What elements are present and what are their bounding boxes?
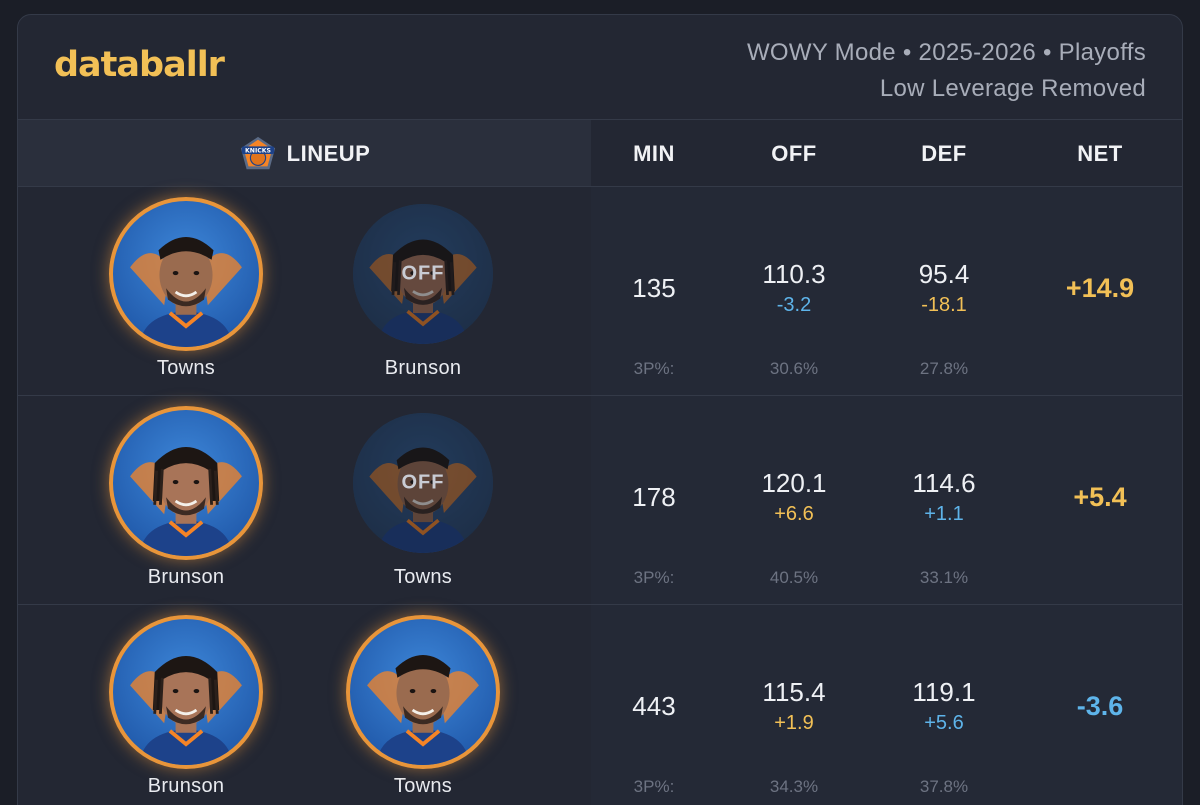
player-player1[interactable]: Towns (101, 197, 271, 380)
off-column-header[interactable]: OFF (771, 141, 817, 166)
player-player2[interactable]: OFF Brunson (338, 197, 508, 380)
knicks-logo-icon: KNICKS (240, 136, 275, 170)
player-avatar: OFF (353, 204, 493, 344)
net-rating-value: -3.6 (1076, 691, 1124, 721)
def-column-header[interactable]: DEF (921, 141, 967, 166)
player-name: Brunson (147, 775, 225, 797)
off-rating-delta: +6.6 (774, 503, 814, 525)
player-portrait-icon (130, 655, 242, 765)
off-badge: OFF (401, 262, 445, 285)
stats-cell (591, 396, 1182, 604)
off-three-pct: 40.5% (769, 568, 819, 587)
min-column-header[interactable]: MIN (633, 141, 675, 166)
player-avatar (109, 615, 263, 769)
player-name: Towns (156, 357, 216, 379)
svg-text:KNICKS: KNICKS (245, 148, 271, 155)
player-player1[interactable]: Brunson (101, 406, 271, 589)
player-player2[interactable]: Towns (338, 615, 508, 798)
off-badge: OFF (401, 471, 445, 494)
off-rating-delta: -3.2 (776, 294, 812, 316)
player-avatar (109, 197, 263, 351)
player-portrait-icon (367, 655, 479, 765)
player-player1[interactable]: Brunson (101, 615, 271, 798)
meta-leverage-note: Low Leverage Removed (879, 75, 1146, 102)
min-value: 135 (632, 273, 676, 303)
three-pct-label: 3P%: (633, 568, 675, 587)
off-rating-delta: +1.9 (774, 712, 814, 734)
card-header: databallr WOWY Mode • 2025-2026 • Playof… (18, 15, 1182, 119)
def-rating-value: 95.4 (918, 259, 970, 289)
lineup-header-label: LINEUP (286, 141, 371, 166)
player-player2[interactable]: OFF Towns (338, 406, 508, 589)
def-rating-value: 119.1 (912, 677, 976, 707)
player-name: Brunson (384, 357, 462, 379)
def-rating-delta: -18.1 (921, 294, 967, 316)
lineup-row[interactable]: Brunson OFF Towns 178 120.1 +6.6 114.6 +1.1 +5.4… (18, 395, 1182, 604)
def-rating-delta: +5.6 (924, 712, 964, 734)
player-name: Towns (393, 775, 453, 797)
player-avatar: OFF (353, 413, 493, 553)
player-portrait-icon (130, 446, 242, 556)
lineup-row[interactable]: Brunson Towns 443 115.4 +1.9 119.1 +5.6 -3.6 3P%… (18, 604, 1182, 805)
lineup-row[interactable]: Towns OFF Brunson 135 110.3 -3.2 95.4 -18.1 +14.… (18, 186, 1182, 395)
def-rating: 95.4 -18.1 (874, 259, 1014, 317)
min-value: 178 (632, 482, 676, 512)
off-three-pct: 34.3% (769, 777, 819, 796)
player-avatar (346, 615, 500, 769)
off-rating-value: 115.4 (762, 677, 826, 707)
stats-cell (591, 605, 1182, 805)
net-column-header[interactable]: NET (1077, 141, 1123, 166)
player-portrait-icon (369, 239, 477, 344)
databallr-logo[interactable]: databallr (54, 45, 225, 85)
off-rating: 120.1 +6.6 (724, 468, 864, 526)
off-rating-value: 120.1 (761, 468, 827, 498)
player-name: Brunson (147, 566, 225, 588)
stats-cell (591, 187, 1182, 395)
off-three-pct: 30.6% (769, 359, 819, 378)
wowy-card: databallr WOWY Mode • 2025-2026 • Playof… (17, 14, 1183, 805)
three-pct-label: 3P%: (633, 777, 675, 796)
off-rating: 110.3 -3.2 (724, 259, 864, 317)
player-name: Towns (393, 566, 453, 588)
def-three-pct: 37.8% (919, 777, 969, 796)
column-header-row: KNICKS LINEUP MIN OFF DEF NET (18, 119, 1182, 188)
min-value: 443 (632, 691, 676, 721)
lineup-column-header[interactable]: KNICKS LINEUP (18, 120, 591, 188)
report-meta: WOWY Mode • 2025-2026 • Playoffs Low Lev… (747, 35, 1146, 107)
def-rating-value: 114.6 (912, 468, 976, 498)
off-rating: 115.4 +1.9 (724, 677, 864, 735)
player-avatar (109, 406, 263, 560)
def-three-pct: 27.8% (919, 359, 969, 378)
def-rating-delta: +1.1 (924, 503, 964, 525)
def-rating: 119.1 +5.6 (874, 677, 1014, 735)
net-rating-value: +14.9 (1065, 273, 1135, 303)
def-rating: 114.6 +1.1 (874, 468, 1014, 526)
net-rating-value: +5.4 (1073, 482, 1127, 512)
off-rating-value: 110.3 (762, 259, 826, 289)
def-three-pct: 33.1% (919, 568, 969, 587)
three-pct-label: 3P%: (633, 359, 675, 378)
meta-mode-season: WOWY Mode • 2025-2026 • Playoffs (746, 39, 1146, 66)
player-portrait-icon (130, 237, 242, 347)
player-portrait-icon (369, 447, 477, 553)
